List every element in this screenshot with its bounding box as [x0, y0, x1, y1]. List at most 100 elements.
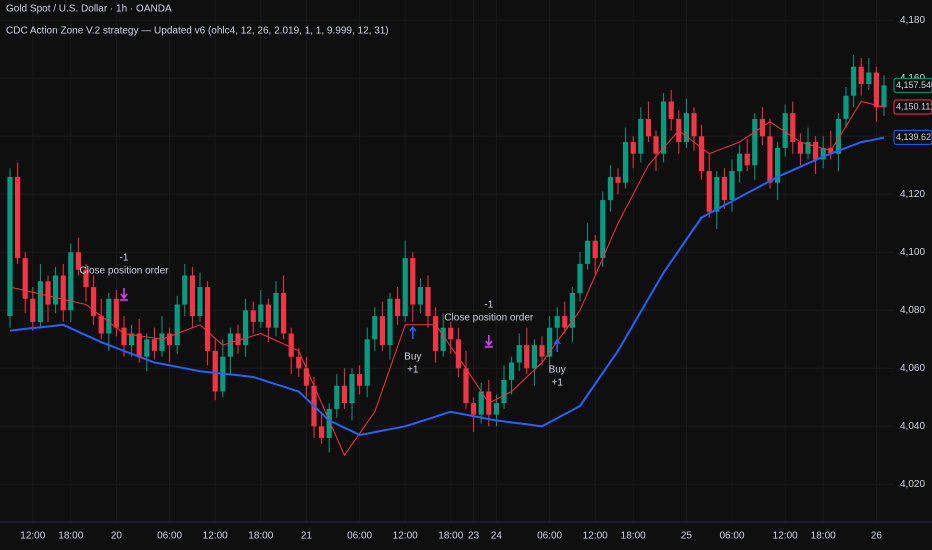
candle-body — [98, 316, 104, 334]
candle-body — [174, 304, 180, 346]
x-tick-label: 12:00 — [203, 531, 228, 542]
x-tick-label: 06:00 — [719, 531, 744, 542]
candle-body — [569, 292, 575, 328]
candle-body — [91, 287, 97, 317]
annotation-text: Close position order — [80, 266, 170, 277]
x-tick-label: 18:00 — [58, 531, 83, 542]
annotation-text: Close position order — [444, 313, 534, 324]
candle-body — [638, 118, 644, 154]
candle-body — [235, 333, 241, 346]
candle-body — [68, 252, 74, 311]
x-tick-label: 20 — [111, 531, 123, 542]
candle-body — [60, 275, 66, 311]
candle-body — [691, 113, 697, 137]
candle-body — [752, 118, 758, 166]
candle-body — [113, 298, 119, 328]
x-tick-label: 12:00 — [20, 531, 45, 542]
x-tick-label: 25 — [681, 531, 693, 542]
candle-body — [699, 136, 705, 172]
candle-body — [167, 333, 173, 346]
candle-body — [493, 403, 499, 415]
candle-body — [562, 316, 568, 328]
price-label-box — [893, 77, 932, 93]
candle-body — [75, 252, 81, 270]
x-tick-label: 06:00 — [347, 531, 372, 542]
candle-body — [455, 339, 461, 369]
candle-body — [721, 176, 727, 201]
candle-body — [387, 298, 393, 346]
candle-body — [448, 327, 454, 340]
y-tick-label: 4,100 — [900, 247, 925, 258]
candle-body — [585, 240, 591, 264]
candle-body — [425, 287, 431, 317]
y-tick-label: 4,060 — [900, 363, 925, 374]
y-tick-label: 4,040 — [900, 421, 925, 432]
candle-body — [182, 275, 188, 305]
price-label: 4,139.627 — [896, 132, 932, 142]
annotation-text: -1 — [484, 300, 493, 311]
chart-subtitle: CDC Action Zone V.2 strategy — Updated v… — [6, 26, 389, 37]
candle-body — [402, 258, 408, 317]
candle-body — [159, 333, 165, 351]
candle-body — [759, 118, 765, 137]
x-tick-label: 12:00 — [773, 531, 798, 542]
candle-body — [243, 310, 249, 346]
candle-body — [319, 426, 325, 438]
candle-body — [790, 113, 796, 143]
candle-body — [197, 287, 203, 317]
candle-body — [440, 327, 446, 351]
candle-body — [714, 176, 720, 212]
close-arrow — [484, 335, 493, 348]
candle-body — [45, 281, 51, 305]
buy-arrow — [553, 338, 561, 352]
candle-body — [372, 316, 378, 340]
candle-body — [531, 345, 537, 369]
candle-body — [273, 292, 279, 328]
candle-body — [212, 350, 218, 392]
candle-body — [288, 333, 294, 357]
annotation-text: +1 — [551, 378, 563, 389]
candle-body — [463, 368, 469, 404]
x-tick-label: 12:00 — [583, 531, 608, 542]
annotation-text: +1 — [407, 365, 419, 376]
candle-body — [775, 147, 781, 183]
candle-body — [805, 142, 811, 154]
candle-body — [623, 142, 629, 183]
candle-body — [509, 362, 515, 380]
annotation-text: Buy — [404, 352, 421, 363]
candle-body — [281, 292, 287, 334]
candle-body — [303, 368, 309, 386]
candle-body — [630, 142, 636, 154]
x-tick-label: 18:00 — [248, 531, 273, 542]
x-tick-label: 18:00 — [621, 531, 646, 542]
candle-body — [349, 374, 355, 404]
candle-body — [813, 142, 819, 160]
y-tick-label: 4,080 — [900, 305, 925, 316]
candle-body — [737, 153, 743, 172]
candle-body — [539, 345, 545, 357]
candle-body — [151, 339, 157, 351]
candle-body — [797, 142, 803, 154]
candle-body — [547, 327, 553, 357]
candle-body — [136, 333, 142, 357]
candle-body — [843, 95, 849, 119]
candle-body — [471, 403, 477, 415]
candle-body — [661, 101, 667, 154]
candle-body — [820, 147, 826, 160]
candle-body — [364, 339, 370, 386]
candle-body — [577, 263, 583, 293]
candle-body — [410, 258, 416, 305]
x-tick-label: 23 — [468, 531, 480, 542]
price-label-box — [893, 129, 932, 145]
x-tick-label: 26 — [871, 531, 883, 542]
candle-body — [22, 258, 28, 299]
annotation-text: Buy — [549, 365, 566, 376]
candle-body — [835, 118, 841, 154]
candle-body — [129, 333, 135, 346]
candle-body — [296, 356, 302, 369]
indicator-line — [9, 136, 885, 437]
x-tick-label: 24 — [491, 531, 503, 542]
x-tick-label: 12:00 — [393, 531, 418, 542]
